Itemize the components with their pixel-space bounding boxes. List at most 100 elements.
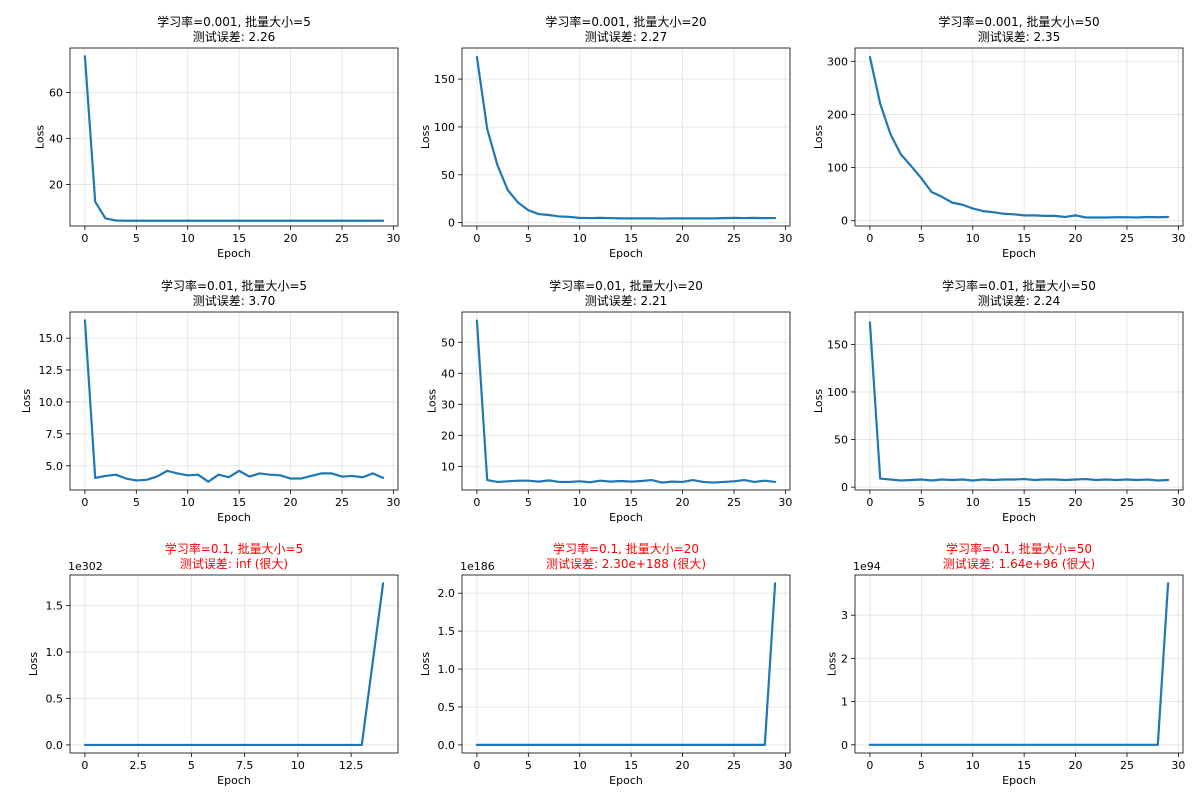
- y-tick-label: 200: [827, 108, 848, 121]
- x-tick-label: 0: [473, 496, 480, 509]
- x-tick-label: 2.5: [129, 759, 147, 772]
- x-tick-label: 0: [473, 232, 480, 245]
- x-tick-label: 15: [1017, 496, 1031, 509]
- subplot-title: 学习率=0.001, 批量大小=50: [938, 14, 1099, 29]
- x-tick-label: 10: [181, 232, 195, 245]
- y-axis-label: Loss: [419, 125, 432, 149]
- x-axis-label: Epoch: [217, 247, 251, 260]
- x-tick-label: 20: [676, 232, 690, 245]
- x-tick-label: 25: [727, 496, 741, 509]
- y-tick-label: 30: [441, 398, 455, 411]
- y-tick-label: 60: [49, 87, 63, 100]
- subplot-subtitle: 测试误差: 2.26: [193, 29, 276, 44]
- y-tick-label: 1.0: [46, 646, 64, 659]
- x-tick-label: 0: [81, 759, 88, 772]
- y-tick-label: 100: [434, 121, 455, 134]
- subplot-4: 0 5 10 15 20 25 30 5.0 7.5 10.0 12.5 15.0 Epoch Loss 学…: [20, 278, 400, 524]
- x-tick-label: 5: [525, 496, 532, 509]
- loss-series-line: [868, 55, 1170, 219]
- y-tick-label: 12.5: [39, 364, 64, 377]
- x-tick-label: 30: [1171, 496, 1185, 509]
- x-tick-label: 20: [284, 496, 298, 509]
- x-tick-label: 20: [1069, 496, 1083, 509]
- x-tick-label: 5: [133, 232, 140, 245]
- x-tick-label: 15: [624, 759, 638, 772]
- y-tick-label: 40: [49, 132, 63, 145]
- x-tick-label: 0: [866, 496, 873, 509]
- x-axis-label: Epoch: [217, 774, 251, 787]
- y-tick-label: 100: [827, 386, 848, 399]
- x-tick-label: 10: [573, 759, 587, 772]
- plot-frame: [854, 574, 1184, 754]
- x-tick-label: 5: [525, 759, 532, 772]
- x-tick-label: 25: [1120, 496, 1134, 509]
- subplot-subtitle: 测试误差: 1.64e+96 (很大): [943, 556, 1095, 571]
- subplot-subtitle: 测试误差: 2.27: [585, 29, 668, 44]
- y-tick-label: 5.0: [46, 460, 64, 473]
- y-tick-label: 50: [834, 434, 848, 447]
- x-tick-label: 7.5: [236, 759, 254, 772]
- y-tick-label: 10.0: [39, 396, 64, 409]
- x-axis-label: Epoch: [1002, 511, 1036, 524]
- subplot-1: 0 5 10 15 20 25 30 20 40 60 Epoch Loss 学习率=0.001, 批量…: [34, 14, 401, 260]
- x-tick-label: 10: [573, 496, 587, 509]
- x-tick-label: 15: [1017, 232, 1031, 245]
- y-tick-label: 10: [441, 460, 455, 473]
- y-tick-label: 0: [841, 739, 848, 752]
- subplot-subtitle: 测试误差: 2.30e+188 (很大): [546, 556, 706, 571]
- subplot-title: 学习率=0.1, 批量大小=5: [165, 541, 303, 556]
- loss-series-line: [475, 582, 777, 746]
- y-tick-label: 1.0: [438, 663, 456, 676]
- y-tick-label: 1.5: [438, 625, 456, 638]
- x-tick-label: 10: [966, 496, 980, 509]
- y-tick-label: 3: [841, 609, 848, 622]
- y-tick-label: 15.0: [39, 332, 64, 345]
- y-tick-label: 0.0: [46, 739, 64, 752]
- subplot-8: 0 5 10 15 20 25 30 0.0 0.5 1.0 1.5 2.0 Epoch Loss 1e18…: [419, 541, 792, 787]
- y-tick-label: 1: [841, 696, 848, 709]
- x-tick-label: 25: [1120, 759, 1134, 772]
- loss-series-line: [868, 582, 1170, 746]
- subplot-9: 0 5 10 15 20 25 30 0 1 2 3 Epoch Loss 1e94 学习率=0.1, 批量…: [825, 541, 1185, 787]
- x-tick-label: 15: [232, 232, 246, 245]
- subplot-subtitle: 测试误差: 3.70: [193, 293, 276, 308]
- x-tick-label: 15: [624, 232, 638, 245]
- y-tick-label: 0.5: [438, 701, 456, 714]
- subplot-title: 学习率=0.1, 批量大小=50: [946, 541, 1092, 556]
- y-axis-label: Loss: [812, 389, 825, 413]
- x-tick-label: 0: [81, 232, 88, 245]
- plot-frame: [69, 311, 399, 491]
- x-tick-label: 10: [966, 232, 980, 245]
- x-tick-label: 25: [335, 496, 349, 509]
- plot-frame: [854, 311, 1184, 491]
- x-tick-label: 30: [778, 496, 792, 509]
- y-tick-label: 20: [441, 429, 455, 442]
- y-tick-label: 300: [827, 55, 848, 68]
- subplot-subtitle: 测试误差: 2.21: [585, 293, 668, 308]
- x-tick-label: 25: [335, 232, 349, 245]
- plot-frame: [461, 574, 791, 754]
- y-axis-label: Loss: [426, 389, 439, 413]
- plot-frame: [69, 574, 399, 754]
- x-tick-label: 0: [81, 496, 88, 509]
- y-tick-label: 2.0: [438, 587, 456, 600]
- plot-frame: [69, 47, 399, 227]
- x-tick-label: 30: [386, 232, 400, 245]
- subplot-6: 0 5 10 15 20 25 30 0 50 100 150 Epoch Loss 学习率=0.01, …: [812, 278, 1185, 524]
- y-tick-label: 50: [441, 336, 455, 349]
- loss-series-line: [83, 582, 385, 747]
- x-axis-label: Epoch: [609, 774, 643, 787]
- y-axis-offset-label: 1e302: [68, 560, 103, 573]
- y-axis-label: Loss: [20, 389, 33, 413]
- loss-series-line: [868, 321, 1170, 482]
- x-tick-label: 5: [918, 232, 925, 245]
- loss-series-line: [475, 55, 777, 220]
- y-tick-label: 40: [441, 367, 455, 380]
- y-axis-offset-label: 1e94: [853, 560, 881, 573]
- y-tick-label: 20: [49, 178, 63, 191]
- x-tick-label: 30: [1171, 759, 1185, 772]
- y-tick-label: 7.5: [46, 428, 64, 441]
- subplot-subtitle: 测试误差: inf (很大): [180, 556, 288, 571]
- x-tick-label: 30: [386, 496, 400, 509]
